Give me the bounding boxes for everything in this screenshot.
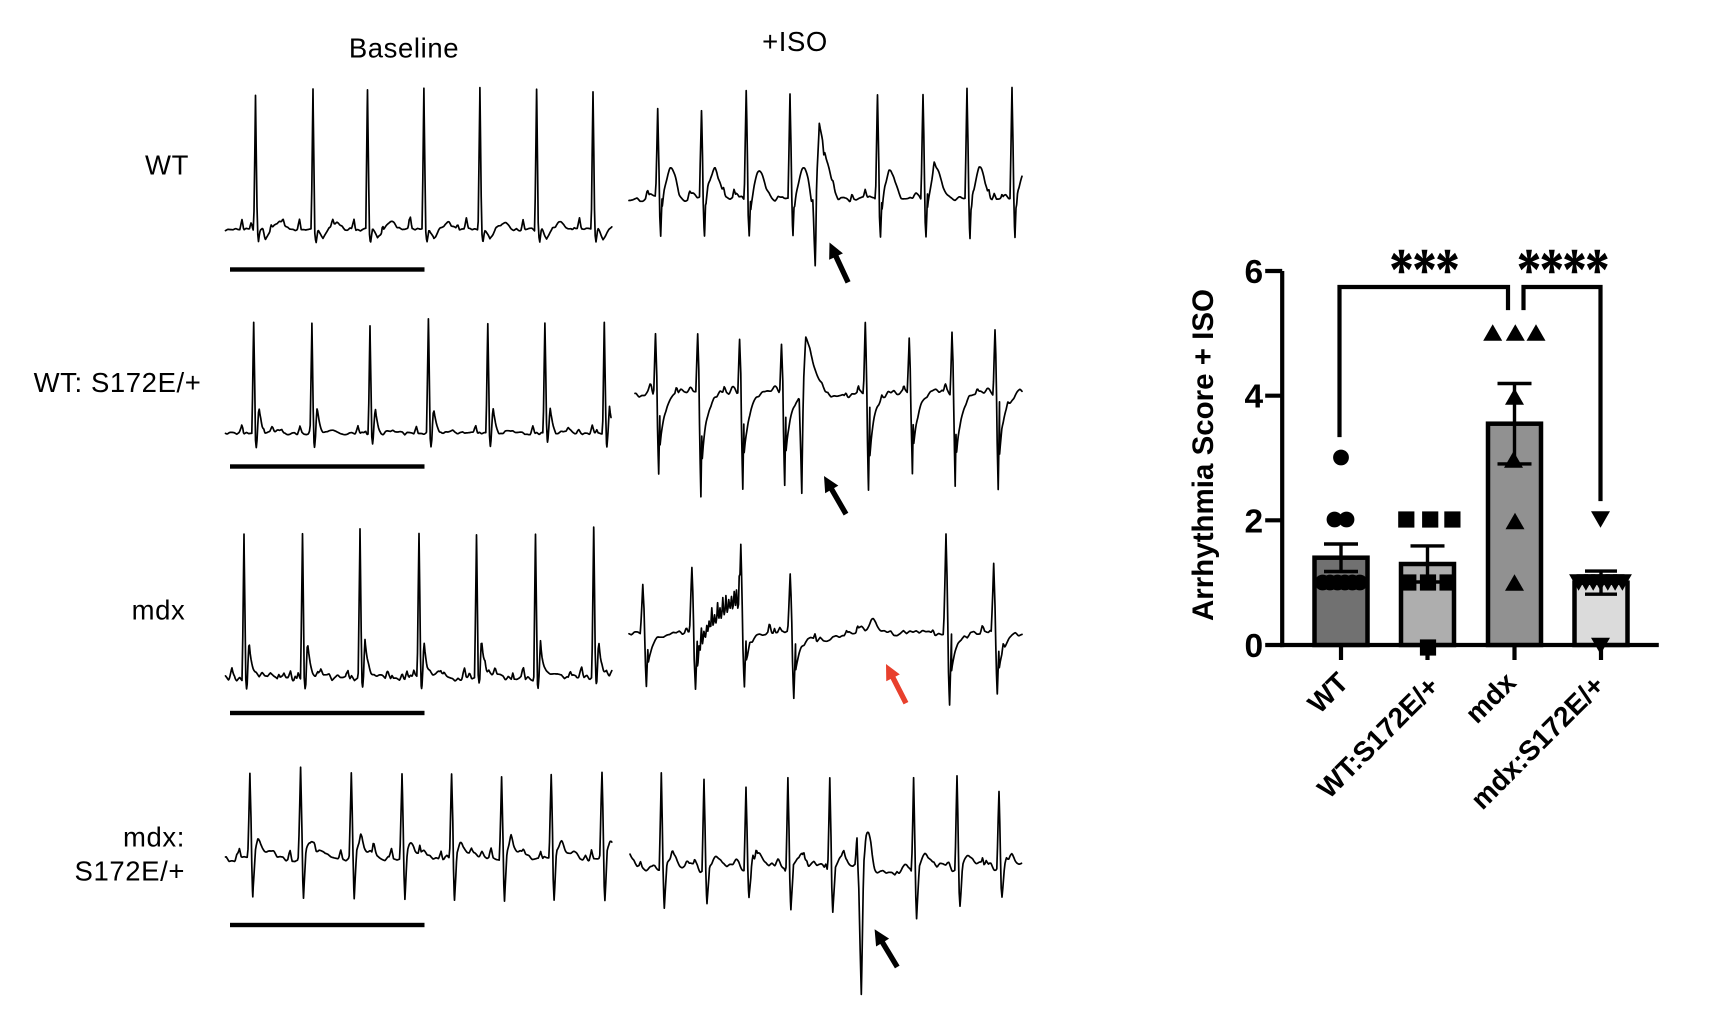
- svg-text:mdx:: mdx:: [123, 822, 185, 853]
- svg-text:+ISO: +ISO: [762, 26, 828, 57]
- svg-text:4: 4: [1245, 379, 1264, 416]
- svg-text:WT: WT: [145, 150, 189, 181]
- svg-text:Arrhythmia Score + ISO: Arrhythmia Score + ISO: [1187, 289, 1220, 621]
- svg-text:0: 0: [1245, 628, 1264, 665]
- svg-text:6: 6: [1245, 254, 1264, 291]
- svg-text:mdx: mdx: [132, 595, 186, 626]
- svg-text:S172E/+: S172E/+: [75, 856, 185, 887]
- svg-text:Baseline: Baseline: [349, 33, 459, 64]
- svg-text:2: 2: [1245, 503, 1264, 540]
- svg-text:WT: S172E/+: WT: S172E/+: [34, 367, 202, 398]
